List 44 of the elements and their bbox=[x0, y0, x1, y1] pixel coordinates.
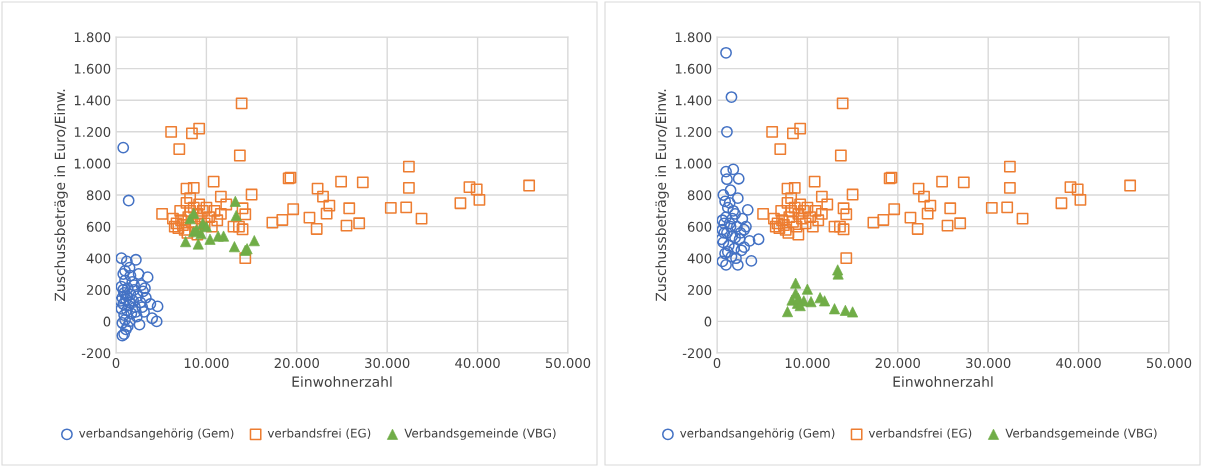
x-tick-label: 20.000 bbox=[274, 358, 320, 369]
legend-label: verbandsangehörig (Gem) bbox=[79, 428, 234, 440]
y-tick-label: 1.600 bbox=[675, 63, 712, 74]
y-tick-label: -200 bbox=[682, 348, 712, 359]
y-tick-label: 1.800 bbox=[74, 32, 111, 43]
y-tick-label: 1.200 bbox=[675, 127, 712, 137]
y-tick-label: 1.600 bbox=[74, 63, 111, 74]
x-tick-label: 30.000 bbox=[365, 358, 410, 369]
legend-label: verbandsfrei (EG) bbox=[868, 428, 972, 439]
legend-label: verbandsangehörig (Gem) bbox=[680, 428, 835, 440]
y-tick-label: 800 bbox=[687, 190, 712, 201]
y-tick-label: 600 bbox=[86, 221, 111, 232]
x-tick-label: 40.000 bbox=[455, 358, 500, 369]
x-tick-label: 50.000 bbox=[1146, 358, 1192, 369]
y-tick-label: 400 bbox=[687, 253, 712, 264]
legend-label: Verbandsgemeinde (VBG) bbox=[1005, 428, 1157, 440]
y-tick-label: 1.000 bbox=[74, 158, 111, 169]
y-tick-label: 800 bbox=[86, 190, 111, 201]
x-tick-label: 20.000 bbox=[875, 358, 921, 369]
legend-label: verbandsfrei (EG) bbox=[267, 428, 371, 439]
y-tick-label: -200 bbox=[81, 348, 111, 359]
y-tick-label: 200 bbox=[86, 285, 111, 295]
x-tick-label: 0 bbox=[112, 358, 120, 369]
y-tick-label: 1.200 bbox=[74, 127, 111, 137]
y-axis-title: Zuschussbeträge in Euro/Einw. bbox=[54, 89, 68, 301]
y-tick-label: 1.400 bbox=[74, 95, 111, 106]
x-axis-title: Einwohnerzahl bbox=[893, 376, 993, 387]
y-tick-label: 1.400 bbox=[675, 95, 712, 106]
y-tick-label: 400 bbox=[86, 253, 111, 264]
y-tick-label: 600 bbox=[687, 221, 712, 232]
y-axis-title: Zuschussbeträge in Euro/Einw. bbox=[655, 89, 669, 301]
x-tick-label: 30.000 bbox=[966, 358, 1011, 369]
x-tick-label: 40.000 bbox=[1056, 358, 1101, 369]
x-tick-label: 0 bbox=[713, 358, 721, 369]
legend-label: Verbandsgemeinde (VBG) bbox=[404, 428, 556, 440]
x-axis-title: Einwohnerzahl bbox=[292, 376, 392, 387]
x-tick-label: 10.000 bbox=[184, 358, 229, 369]
x-tick-label: 10.000 bbox=[785, 358, 830, 369]
x-tick-label: 50.000 bbox=[545, 358, 591, 369]
y-tick-label: 1.000 bbox=[675, 158, 712, 169]
y-tick-label: 1.800 bbox=[675, 32, 712, 43]
y-tick-label: 200 bbox=[687, 285, 712, 295]
y-tick-label: 0 bbox=[704, 316, 712, 327]
y-tick-label: 0 bbox=[103, 316, 111, 327]
